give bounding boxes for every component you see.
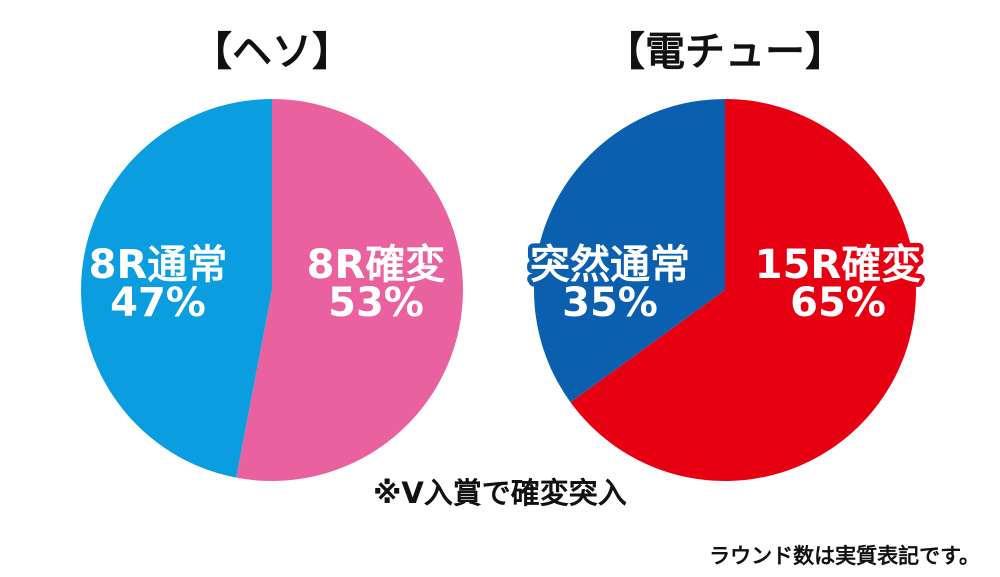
slice-value-heso-tsujo: 47%: [110, 280, 206, 326]
slice-label-denchu-kakuhen: 15R確変: [755, 242, 921, 288]
slice-label-heso-kakuhen: 8R確変: [307, 242, 446, 288]
slice-heso-kakuhen: [236, 99, 464, 481]
slice-value-denchu-tsujo: 35%: [562, 280, 658, 326]
pie-slices-heso: [81, 99, 464, 481]
round-count-footnote: ラウンド数は実質表記です。: [709, 544, 980, 568]
slice-label-heso-tsujo: 8R通常: [89, 242, 228, 288]
pie-slices-denchu: [534, 99, 916, 482]
slice-denchu-kakuhen: [570, 99, 916, 482]
pie-chart-denchu: 【電チュー】 15R確変 65% 突然通常 35%: [526, 29, 926, 482]
slice-value-denchu-kakuhen: 65%: [790, 280, 886, 326]
slice-heso-tsujo: [81, 99, 272, 478]
slice-denchu-tsujo: [534, 99, 725, 403]
v-entry-note: ※V入賞で確変突入: [373, 476, 627, 510]
slice-label-denchu-tsujo: 突然通常: [530, 242, 690, 288]
chart-title-heso: 【ヘソ】: [192, 29, 352, 75]
pie-chart-heso: 【ヘソ】 8R確変 53% 8R通常 47%: [81, 29, 464, 481]
slice-value-heso-kakuhen: 53%: [328, 280, 424, 326]
chart-title-denchu: 【電チュー】: [605, 29, 845, 75]
